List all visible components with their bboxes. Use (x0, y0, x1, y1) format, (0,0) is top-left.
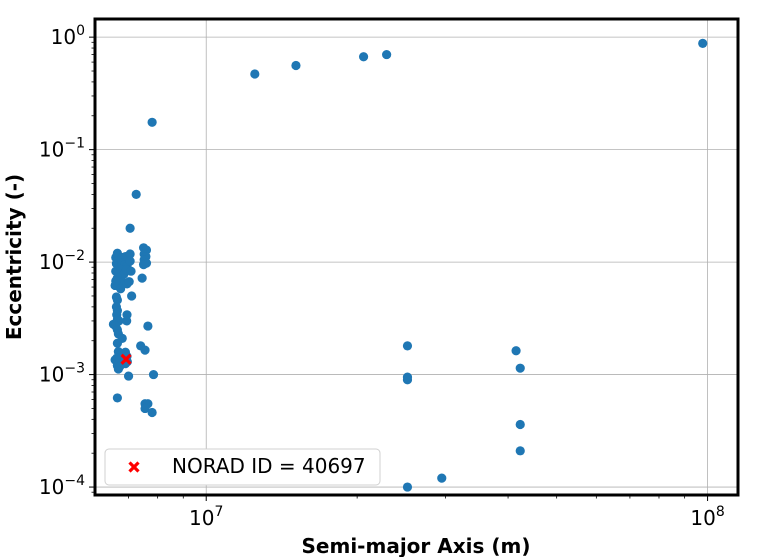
y-tick-label: 100 (51, 23, 85, 49)
highlight-markers (120, 353, 132, 365)
y-tick-label: 10−1 (39, 136, 85, 162)
y-tick-label: 10−2 (39, 248, 85, 274)
y-axis-label: Eccentricity (-) (2, 174, 26, 340)
y-tick-labels: 100 10−1 10−2 10−3 10−4 (39, 23, 85, 499)
data-point (111, 276, 121, 286)
x-tick-label: 107 (189, 504, 223, 530)
data-point (402, 341, 413, 351)
data-point (147, 407, 157, 418)
highlight-point (120, 353, 132, 365)
data-point (511, 346, 521, 356)
y-tick-label: 10−4 (39, 473, 85, 499)
data-point (148, 369, 159, 380)
data-point (124, 277, 134, 287)
data-point (116, 284, 126, 294)
data-point (402, 375, 413, 385)
data-point (126, 266, 136, 276)
y-tick-label: 10−3 (39, 361, 85, 387)
legend-label: NORAD ID = 40697 (172, 454, 366, 478)
data-point (112, 393, 122, 403)
data-point (143, 321, 153, 331)
data-point (382, 49, 392, 60)
data-point (140, 403, 150, 414)
x-tick-labels: 107 108 (189, 504, 725, 530)
data-point (402, 482, 413, 492)
data-point (112, 295, 122, 305)
legend-x-marker (128, 461, 140, 473)
data-point (137, 273, 147, 283)
data-point (698, 38, 708, 48)
data-points (108, 38, 708, 492)
data-point (515, 363, 525, 373)
data-point (112, 338, 122, 348)
x-axis-label: Semi-major Axis (m) (302, 534, 531, 557)
data-point (138, 260, 149, 270)
data-point (515, 446, 525, 456)
data-point (250, 69, 260, 79)
data-point (131, 189, 141, 199)
data-point (123, 371, 134, 381)
data-point (291, 60, 301, 71)
data-point (122, 316, 132, 326)
data-point (125, 256, 135, 266)
plot-frame (93, 17, 740, 497)
data-point (140, 345, 150, 355)
legend-marker-glyph (128, 461, 140, 473)
legend: NORAD ID = 40697 (104, 448, 381, 486)
data-point (125, 249, 135, 259)
major-ticks (89, 36, 709, 501)
data-point (358, 52, 369, 62)
grid-lines (95, 19, 738, 495)
data-point (115, 361, 125, 372)
data-point (515, 419, 525, 430)
data-point (125, 223, 135, 233)
data-point (127, 291, 137, 301)
data-point (437, 473, 447, 483)
data-point (147, 117, 157, 127)
legend-box (104, 448, 381, 486)
x-tick-label: 108 (690, 504, 724, 530)
